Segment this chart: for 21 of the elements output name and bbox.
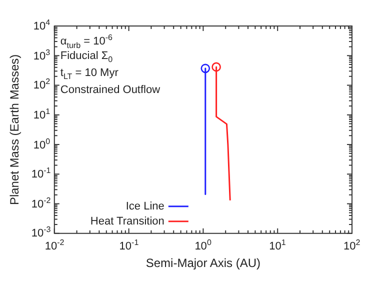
legend-label: Ice Line xyxy=(126,200,164,212)
y-tick-label: 10$^{2}$ xyxy=(33,77,50,92)
y-tick-label: 10$^{-3}$ xyxy=(31,225,51,240)
annotation: α$_{turb}$ = 10$^{-6}$ xyxy=(60,33,112,50)
x-axis-title: Semi-Major Axis (AU) xyxy=(146,256,261,270)
x-tick-label: 10$^{1}$ xyxy=(269,238,286,254)
y-tick-label: 10$^{-1}$ xyxy=(31,166,51,181)
y-tick-label: 10$^{3}$ xyxy=(33,48,50,62)
annotation: t$_{LT}$ = 10 Myr xyxy=(60,67,118,82)
annotation: Fiducial Σ$_{0}$ xyxy=(60,50,113,64)
legend-label: Heat Transition xyxy=(90,215,164,228)
y-tick-label: 10$^{4}$ xyxy=(33,18,50,33)
x-tick-label: 10$^{2}$ xyxy=(344,238,360,254)
y-tick-label: 10$^{-2}$ xyxy=(31,196,51,210)
y-axis-title: Planet Mass (Earth Masses) xyxy=(8,54,22,206)
x-tick-label: 10$^{0}$ xyxy=(194,238,212,254)
y-tick-label: 10$^{1}$ xyxy=(33,106,50,122)
x-tick-label: 10$^{-1}$ xyxy=(119,238,139,254)
x-tick-label: 10$^{-2}$ xyxy=(44,238,64,254)
y-tick-label: 10$^{0}$ xyxy=(33,136,50,152)
annotation: Constrained Outflow xyxy=(60,84,160,96)
